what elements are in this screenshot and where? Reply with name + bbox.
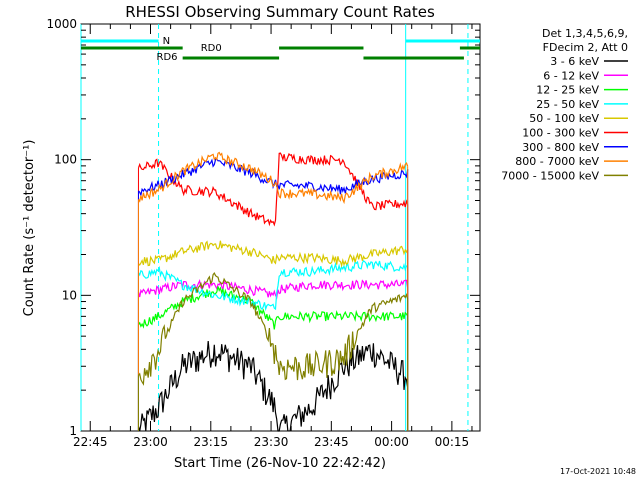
night-flag-label: N (163, 36, 170, 47)
series-line (137, 152, 409, 227)
plot-frame (80, 23, 481, 432)
rd0-flag-label: RD0 (201, 43, 222, 54)
x-axis-label: Start Time (26-Nov-10 22:42:42) (174, 456, 386, 471)
chart-title: RHESSI Observing Summary Count Rates (125, 3, 435, 21)
series-line (138, 151, 409, 205)
legend-entry-label: 7000 - 15000 keV (501, 169, 599, 182)
x-tick-label: 23:00 (133, 435, 168, 449)
x-tick-label: 00:15 (435, 435, 470, 449)
series-9 (137, 271, 409, 431)
legend-entry-label: 3 - 6 keV (550, 55, 599, 68)
rd6-flag-label: RD6 (157, 52, 178, 63)
series-6 (137, 152, 409, 431)
legend-entry-label: 100 - 300 keV (522, 127, 599, 140)
legend-entry-label: 50 - 100 keV (529, 112, 599, 125)
y-tick-label: 1 (69, 424, 77, 438)
legend-header-line-1: Det 1,3,4,5,6,9, (542, 27, 628, 40)
legend-header-line-2: FDecim 2, Att 0 (543, 41, 628, 54)
x-tick-label: 23:15 (193, 435, 228, 449)
plot-marks: N RD0 RD6 (80, 24, 480, 432)
series-line (138, 286, 409, 330)
legend-entry-label: 12 - 25 keV (536, 84, 599, 97)
y-tick-label: 1000 (46, 17, 77, 31)
y-tick-label: 10 (62, 288, 77, 302)
series-line (138, 240, 409, 268)
series-8 (137, 151, 409, 431)
series-1 (137, 340, 409, 432)
legend: Det 1,3,4,5,6,9, FDecim 2, Att 0 3 - 6 k… (501, 27, 628, 182)
series-line (137, 340, 409, 432)
legend-entry-label: 25 - 50 keV (536, 98, 599, 111)
x-tick-label: 22:45 (73, 435, 108, 449)
series-line (137, 279, 409, 300)
legend-entry-label: 300 - 800 keV (522, 141, 599, 154)
legend-entry-label: 6 - 12 keV (543, 69, 599, 82)
x-tick-label: 00:00 (374, 435, 409, 449)
x-tick-label: 23:45 (314, 435, 349, 449)
y-axis-ticks: 1 10 100 1000 (46, 17, 480, 438)
series-line (138, 271, 409, 386)
y-axis-label: Count Rate (s⁻¹ detector⁻¹) (22, 140, 37, 317)
x-axis-ticks: 22:45 23:00 23:15 23:30 23:45 00:00 00:15 (73, 24, 473, 449)
series-line (137, 260, 409, 312)
date-stamp: 17-Oct-2021 10:48 (560, 467, 636, 476)
x-tick-label: 23:30 (254, 435, 289, 449)
legend-entry-label: 800 - 7000 keV (515, 155, 599, 168)
y-tick-label: 100 (54, 153, 77, 167)
